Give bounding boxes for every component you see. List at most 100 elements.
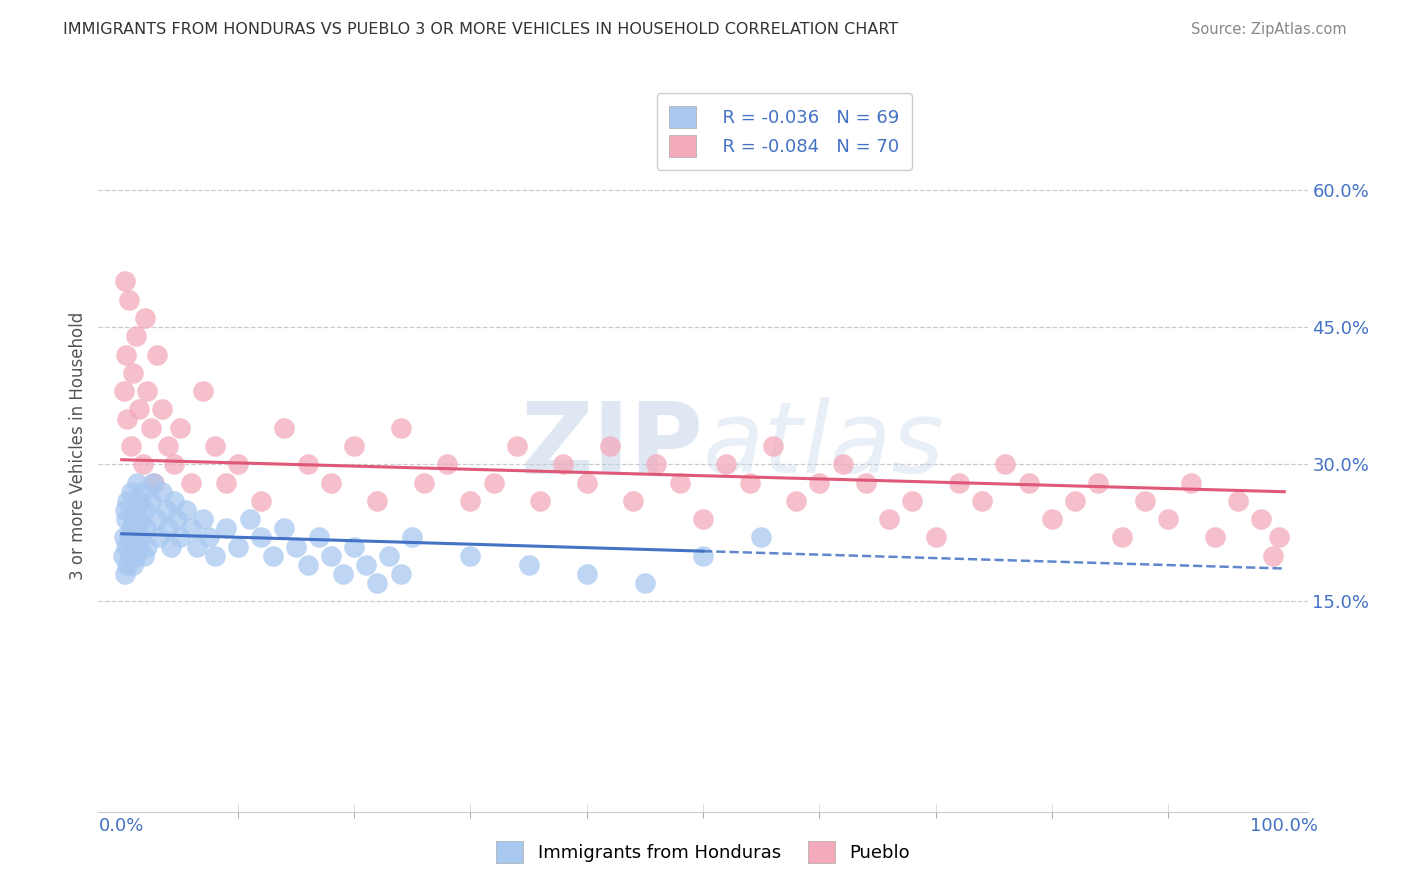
Legend:   R = -0.036   N = 69,   R = -0.084   N = 70: R = -0.036 N = 69, R = -0.084 N = 70 bbox=[657, 93, 911, 169]
Point bbox=[1111, 530, 1133, 544]
Point bbox=[343, 439, 366, 453]
Point bbox=[553, 457, 575, 471]
Point bbox=[738, 475, 761, 490]
Point bbox=[1261, 549, 1284, 563]
Point bbox=[668, 475, 690, 490]
Point bbox=[180, 521, 202, 535]
Point bbox=[134, 503, 156, 517]
Point bbox=[127, 521, 149, 535]
Point bbox=[124, 549, 146, 563]
Point bbox=[118, 293, 141, 307]
Point bbox=[131, 457, 153, 471]
Point bbox=[157, 439, 180, 453]
Point bbox=[129, 512, 152, 526]
Point bbox=[180, 475, 202, 490]
Point bbox=[460, 549, 482, 563]
Point bbox=[1267, 530, 1289, 544]
Text: ZIP: ZIP bbox=[520, 398, 703, 494]
Point bbox=[308, 530, 330, 544]
Point bbox=[1087, 475, 1109, 490]
Point bbox=[343, 540, 366, 554]
Point bbox=[117, 411, 139, 425]
Point bbox=[114, 567, 136, 582]
Point bbox=[186, 540, 208, 554]
Point bbox=[1226, 494, 1249, 508]
Point bbox=[169, 530, 191, 544]
Point bbox=[131, 484, 153, 499]
Point bbox=[366, 494, 388, 508]
Point bbox=[1040, 512, 1063, 526]
Point bbox=[169, 421, 191, 435]
Point bbox=[634, 576, 657, 591]
Point bbox=[124, 503, 146, 517]
Point bbox=[575, 567, 598, 582]
Point bbox=[112, 530, 135, 544]
Point bbox=[163, 494, 186, 508]
Point bbox=[366, 576, 388, 591]
Point bbox=[877, 512, 900, 526]
Point bbox=[191, 384, 214, 398]
Point bbox=[948, 475, 970, 490]
Point bbox=[262, 549, 284, 563]
Point bbox=[145, 347, 167, 362]
Point bbox=[436, 457, 458, 471]
Point bbox=[136, 540, 159, 554]
Point bbox=[115, 347, 138, 362]
Point bbox=[354, 558, 377, 572]
Point bbox=[297, 558, 319, 572]
Point bbox=[122, 366, 145, 380]
Point bbox=[114, 274, 136, 288]
Point bbox=[808, 475, 831, 490]
Point bbox=[621, 494, 644, 508]
Point bbox=[121, 540, 143, 554]
Point bbox=[120, 484, 142, 499]
Point bbox=[136, 384, 159, 398]
Point bbox=[145, 512, 167, 526]
Point bbox=[273, 521, 295, 535]
Point bbox=[785, 494, 807, 508]
Point bbox=[215, 521, 238, 535]
Point bbox=[157, 521, 180, 535]
Point bbox=[118, 530, 141, 544]
Point bbox=[132, 549, 155, 563]
Point bbox=[118, 549, 141, 563]
Point bbox=[1204, 530, 1226, 544]
Point bbox=[226, 540, 249, 554]
Point bbox=[855, 475, 877, 490]
Point bbox=[125, 475, 148, 490]
Y-axis label: 3 or more Vehicles in Household: 3 or more Vehicles in Household bbox=[69, 312, 87, 580]
Point bbox=[226, 457, 249, 471]
Point bbox=[142, 475, 165, 490]
Point bbox=[135, 521, 157, 535]
Point bbox=[332, 567, 354, 582]
Point bbox=[120, 439, 142, 453]
Point bbox=[215, 475, 238, 490]
Text: Source: ZipAtlas.com: Source: ZipAtlas.com bbox=[1191, 22, 1347, 37]
Point bbox=[413, 475, 436, 490]
Point bbox=[191, 512, 214, 526]
Point bbox=[139, 494, 162, 508]
Point bbox=[378, 549, 401, 563]
Point bbox=[124, 530, 146, 544]
Point bbox=[762, 439, 785, 453]
Point bbox=[139, 421, 162, 435]
Point bbox=[163, 457, 186, 471]
Point bbox=[117, 494, 139, 508]
Point bbox=[1018, 475, 1040, 490]
Text: IMMIGRANTS FROM HONDURAS VS PUEBLO 3 OR MORE VEHICLES IN HOUSEHOLD CORRELATION C: IMMIGRANTS FROM HONDURAS VS PUEBLO 3 OR … bbox=[63, 22, 898, 37]
Point bbox=[1180, 475, 1202, 490]
Point bbox=[112, 384, 135, 398]
Point bbox=[159, 540, 181, 554]
Point bbox=[128, 494, 150, 508]
Point bbox=[692, 512, 714, 526]
Point bbox=[575, 475, 598, 490]
Point bbox=[319, 549, 342, 563]
Point bbox=[506, 439, 529, 453]
Point bbox=[692, 549, 714, 563]
Point bbox=[111, 549, 134, 563]
Point bbox=[1133, 494, 1156, 508]
Point bbox=[716, 457, 738, 471]
Point bbox=[128, 402, 150, 417]
Point bbox=[204, 439, 226, 453]
Point bbox=[924, 530, 946, 544]
